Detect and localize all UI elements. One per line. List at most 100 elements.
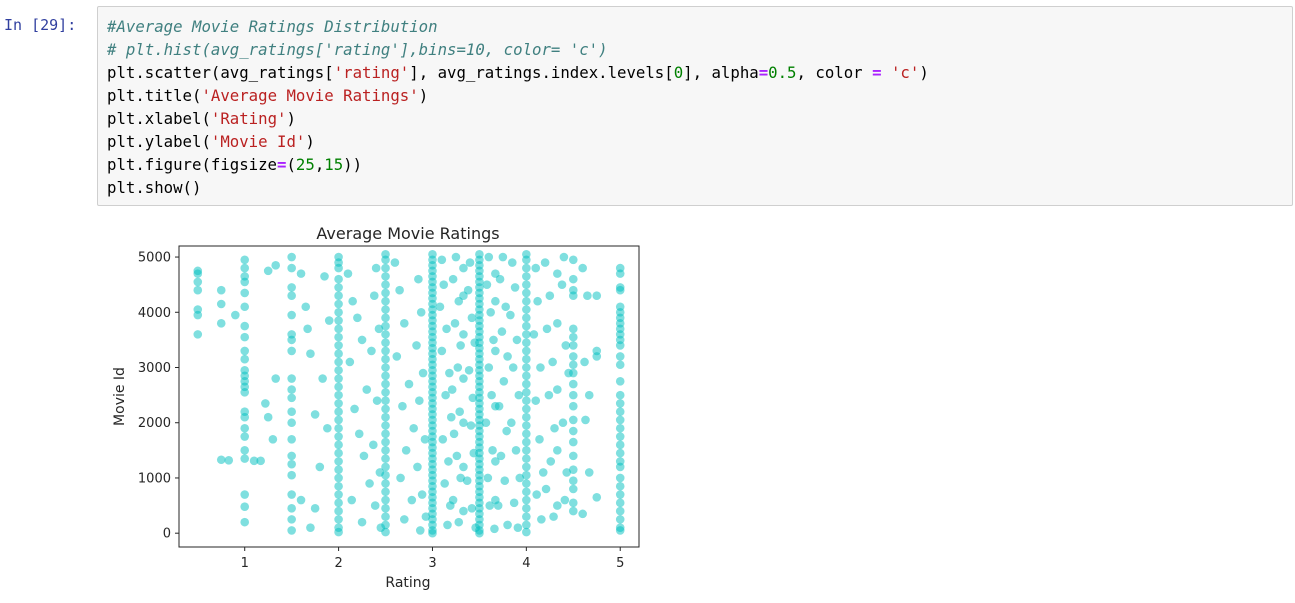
code-token: plt.figure(figsize — [107, 155, 278, 174]
scatter-point — [334, 263, 343, 273]
code-line: plt.xlabel('Rating') — [107, 109, 296, 128]
scatter-point — [216, 455, 226, 465]
scatter-point — [435, 302, 445, 312]
scatter-point — [482, 280, 492, 289]
code-token: = — [872, 63, 882, 82]
scatter-point — [522, 446, 531, 455]
scatter-points — [193, 249, 625, 538]
scatter-point — [444, 457, 453, 466]
scatter-point — [568, 415, 578, 425]
scatter-point — [568, 379, 578, 389]
scatter-point — [381, 346, 390, 356]
scatter-point — [592, 352, 602, 361]
scatter-point — [615, 390, 625, 400]
code-token: 'Rating' — [210, 109, 287, 128]
scatter-point — [538, 468, 548, 477]
scatter-point — [440, 479, 449, 488]
scatter-point — [537, 515, 546, 524]
scatter-point — [568, 476, 578, 486]
scatter-point — [486, 307, 495, 317]
cell-output: Average Movie Ratings 1 2 3 4 5 0 1000 2000 300… — [100, 212, 660, 601]
scatter-point — [578, 263, 587, 273]
scatter-point — [381, 396, 390, 405]
scatter-point — [445, 368, 454, 378]
scatter-point — [522, 504, 531, 513]
scatter-point — [287, 470, 296, 480]
scatter-point — [381, 520, 390, 530]
scatter-point — [446, 412, 456, 422]
scatter-point — [334, 365, 343, 375]
scatter-point — [447, 385, 457, 394]
scatter-point — [560, 495, 570, 505]
scatter-point — [491, 457, 500, 466]
scatter-point — [615, 448, 625, 458]
scatter-point — [522, 520, 531, 530]
scatter-point — [318, 374, 327, 383]
scatter-point — [287, 310, 296, 320]
scatter-point — [522, 346, 531, 356]
scatter-point — [381, 379, 390, 389]
scatter-point — [381, 437, 390, 447]
code-cell-input[interactable]: #Average Movie Ratings Distribution # plt… — [97, 6, 1293, 206]
scatter-point — [495, 274, 505, 284]
scatter-point — [568, 368, 578, 378]
scatter-point — [301, 302, 311, 312]
scatter-point — [348, 296, 357, 306]
scatter-point — [437, 255, 447, 265]
scatter-point — [381, 462, 390, 472]
code-token: plt.ylabel( — [107, 132, 211, 151]
scatter-point — [381, 330, 390, 339]
scatter-point — [522, 354, 531, 364]
scatter-point — [413, 462, 422, 472]
y-tick-label: 2000 — [138, 416, 171, 431]
scatter-point — [216, 299, 226, 309]
scatter-point — [287, 418, 296, 428]
scatter-point — [369, 291, 379, 301]
scatter-point — [256, 456, 265, 466]
scatter-point — [568, 255, 578, 265]
scatter-point — [345, 357, 355, 367]
scatter-point — [381, 429, 390, 439]
scatter-point — [323, 423, 332, 433]
code-token: )) — [343, 155, 363, 174]
scatter-point — [615, 440, 625, 450]
scatter-point — [334, 465, 343, 474]
scatter-point — [354, 429, 364, 439]
scatter-point — [381, 495, 390, 505]
scatter-point — [287, 451, 296, 461]
scatter-point — [287, 252, 296, 262]
scatter-point — [497, 327, 507, 336]
scatter-point — [412, 341, 421, 350]
scatter-point — [568, 401, 578, 411]
scatter-point — [334, 481, 343, 491]
scatter-point — [359, 451, 369, 461]
scatter-point — [533, 296, 542, 306]
scatter-point — [439, 280, 449, 289]
scatter-point — [568, 426, 578, 436]
scatter-point — [592, 492, 602, 502]
scatter-point — [420, 435, 430, 444]
scatter-point — [615, 526, 625, 535]
scatter-point — [224, 455, 234, 465]
scatter-point — [381, 454, 390, 463]
scatter-point — [522, 527, 531, 537]
scatter-point — [522, 263, 531, 273]
scatter-point — [381, 512, 390, 521]
scatter-point — [287, 526, 296, 535]
scatter-point — [334, 423, 343, 433]
code-line: plt.figure(figsize=(25,15)) — [107, 155, 362, 174]
scatter-point — [485, 501, 495, 510]
scatter-point — [459, 418, 468, 428]
code-token: plt.title( — [107, 86, 202, 105]
scatter-point — [507, 418, 516, 428]
scatter-point — [522, 296, 531, 306]
chart-title: Average Movie Ratings — [316, 224, 499, 243]
scatter-point — [615, 269, 625, 278]
scatter-point — [381, 371, 390, 381]
scatter-point — [503, 352, 512, 361]
y-tick-label: 0 — [163, 527, 171, 542]
scatter-point — [475, 528, 484, 538]
scatter-point — [381, 470, 390, 480]
scatter-point — [568, 451, 578, 461]
code-line: plt.scatter(avg_ratings['rating'], avg_r… — [107, 63, 929, 82]
